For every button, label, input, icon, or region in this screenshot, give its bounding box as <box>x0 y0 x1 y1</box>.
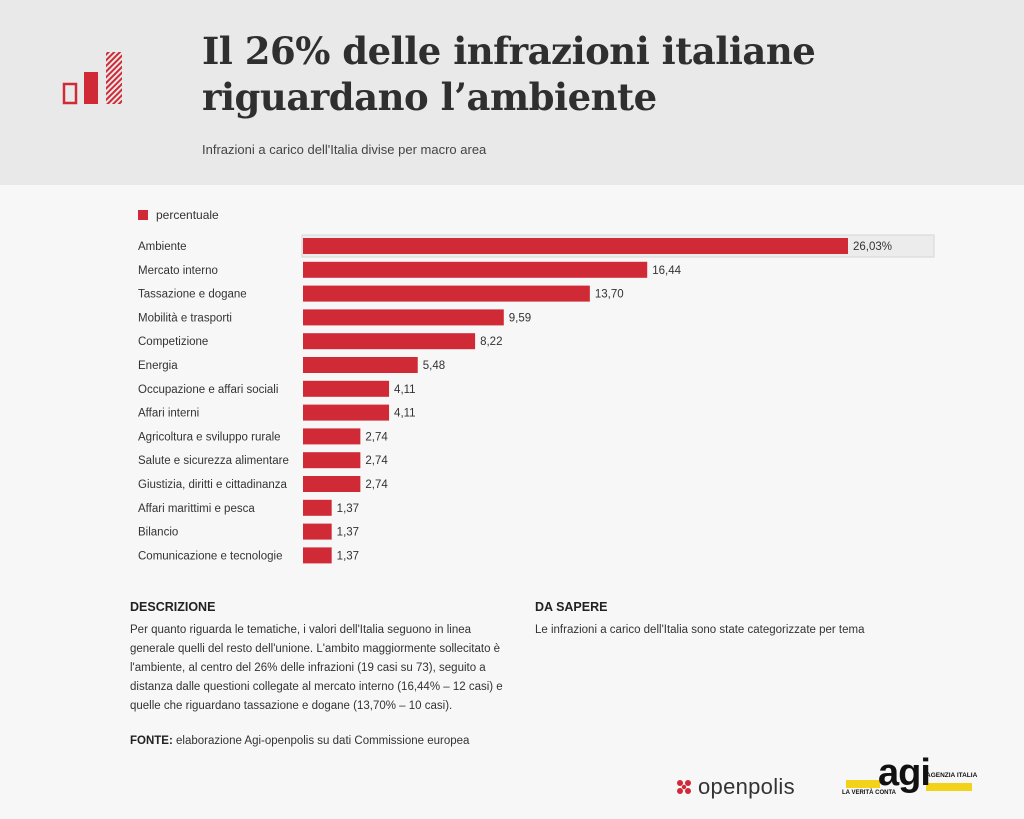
bar <box>303 476 361 492</box>
value-label: 9,59 <box>509 312 531 324</box>
description-heading: DESCRIZIONE <box>130 600 216 614</box>
category-label: Mercato interno <box>138 265 218 277</box>
know-heading: DA SAPERE <box>535 600 608 614</box>
legend-swatch <box>138 210 148 220</box>
page-subtitle: Infrazioni a carico dell'Italia divise p… <box>202 142 487 157</box>
value-label: 1,37 <box>337 503 359 515</box>
value-label: 4,11 <box>394 384 416 396</box>
category-label: Comunicazione e tecnologie <box>138 550 282 562</box>
chart-legend: percentuale <box>138 208 219 222</box>
bar <box>303 452 361 469</box>
bar <box>303 404 390 421</box>
value-label: 16,44 <box>652 265 681 277</box>
source-text: elaborazione Agi-openpolis su dati Commi… <box>176 735 470 747</box>
bar-chart-logo-icon <box>62 52 122 105</box>
category-label: Energia <box>138 360 178 372</box>
category-label: Affari marittimi e pesca <box>138 503 255 515</box>
value-label: 2,74 <box>365 431 388 443</box>
category-label: Mobilità e trasporti <box>138 312 232 324</box>
value-label: 1,37 <box>337 550 359 562</box>
openpolis-label: openpolis <box>698 774 795 799</box>
value-label: 26,03% <box>853 241 892 253</box>
category-label: Ambiente <box>138 241 187 253</box>
bar-chart: Ambiente 26,03% Mercato interno 16,44 Tassaz… <box>138 234 935 564</box>
page-title: Il 26% delle infrazioni italiane riguard… <box>202 29 816 119</box>
legend-label: percentuale <box>156 208 219 222</box>
openpolis-logo: openpolis <box>676 774 795 800</box>
category-label: Tassazione e dogane <box>138 289 247 301</box>
category-label: Affari interni <box>138 408 199 420</box>
bar <box>303 523 332 540</box>
value-label: 2,74 <box>365 455 388 467</box>
bar <box>303 333 476 350</box>
agi-wordmark: agi <box>878 752 931 794</box>
value-label: 1,37 <box>337 527 359 539</box>
bar <box>303 499 332 516</box>
value-label: 13,70 <box>595 289 624 301</box>
category-label: Bilancio <box>138 527 178 539</box>
bar <box>303 238 848 254</box>
value-label: 8,22 <box>480 336 502 348</box>
bar <box>303 547 332 564</box>
bar <box>303 261 648 278</box>
bar <box>303 309 504 326</box>
know-section: DA SAPERE Le infrazioni a carico dell'It… <box>535 598 935 640</box>
category-label: Salute e sicurezza alimentare <box>138 455 289 467</box>
agi-tagline: AGENZIA ITALIA <box>926 772 978 779</box>
source-label: FONTE: <box>130 735 173 747</box>
value-label: 4,11 <box>394 408 416 420</box>
description-text: Per quanto riguarda le tematiche, i valo… <box>130 624 503 712</box>
source-note: FONTE: elaborazione Agi-openpolis su dat… <box>130 735 469 747</box>
agi-logo: agi AGENZIA ITALIA LA VERITÀ CONTA <box>842 752 982 804</box>
value-label: 5,48 <box>423 360 445 372</box>
description-section: DESCRIZIONE Per quanto riguarda le temat… <box>130 598 510 716</box>
bar <box>303 428 361 445</box>
category-label: Occupazione e affari sociali <box>138 384 278 396</box>
agi-bar-right <box>926 783 972 791</box>
category-label: Competizione <box>138 336 208 348</box>
bar <box>303 357 418 373</box>
bar <box>303 285 590 302</box>
header: Il 26% delle infrazioni italiane riguard… <box>0 0 1024 185</box>
know-text: Le infrazioni a carico dell'Italia sono … <box>535 624 865 636</box>
agi-claim: LA VERITÀ CONTA <box>842 790 896 796</box>
openpolis-icon <box>677 780 691 794</box>
category-label: Giustizia, diritti e cittadinanza <box>138 479 288 491</box>
bar <box>303 380 390 397</box>
agi-bar-left <box>846 780 880 788</box>
value-label: 2,74 <box>365 479 388 491</box>
category-label: Agricoltura e sviluppo rurale <box>138 431 281 443</box>
